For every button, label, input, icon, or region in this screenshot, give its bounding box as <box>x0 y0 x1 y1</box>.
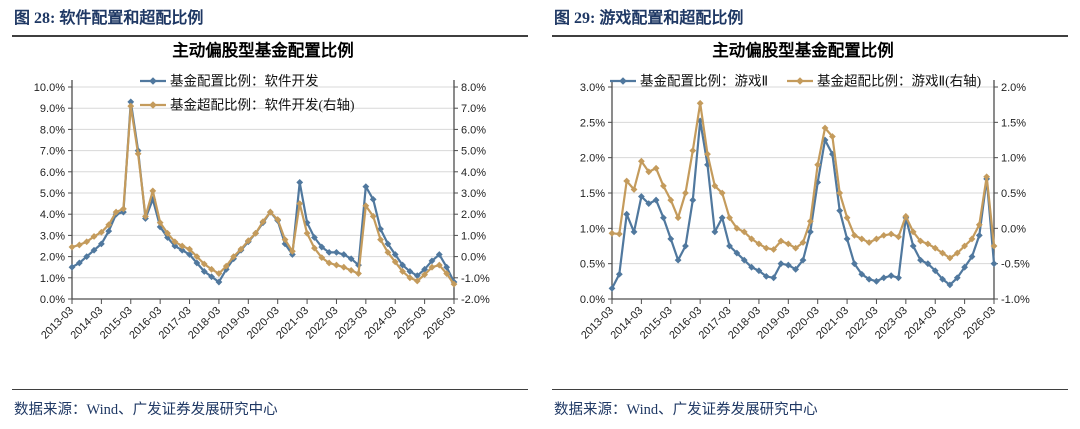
svg-text:10.0%: 10.0% <box>34 82 65 94</box>
svg-text:主动偏股型基金配置比例: 主动偏股型基金配置比例 <box>712 40 894 60</box>
svg-text:7.0%: 7.0% <box>40 146 65 158</box>
svg-text:0.5%: 0.5% <box>1001 188 1026 200</box>
svg-text:2026-03: 2026-03 <box>961 305 998 342</box>
figure-28-source: 数据来源：Wind、广发证券发展研究中心 <box>12 389 528 429</box>
svg-text:基金超配比例：游戏Ⅱ(右轴): 基金超配比例：游戏Ⅱ(右轴) <box>817 73 981 89</box>
figure-29-chart-area: 0.0% -1.0% 0.5% -0.5% 1.0% 0.0% 1.5% 0.5% 2.0% 1.… <box>552 39 1068 377</box>
svg-text:2.0%: 2.0% <box>580 153 605 165</box>
figure-28-title: 图 28: 软件配置和超配比例 <box>12 6 528 37</box>
svg-text:7.0%: 7.0% <box>461 103 486 115</box>
figure-29-source: 数据来源：Wind、广发证券发展研究中心 <box>552 389 1068 429</box>
svg-text:4.0%: 4.0% <box>40 209 65 221</box>
svg-text:2.0%: 2.0% <box>461 209 486 221</box>
svg-text:2.0%: 2.0% <box>1001 82 1026 94</box>
svg-text:0.0%: 0.0% <box>580 294 605 306</box>
svg-text:0.0%: 0.0% <box>1001 223 1026 235</box>
figure-29-chart: 0.0% -1.0% 0.5% -0.5% 1.0% 0.0% 1.5% 0.5% 2.0% 1.… <box>579 40 1030 342</box>
svg-text:-1.0%: -1.0% <box>1001 294 1030 306</box>
svg-text:8.0%: 8.0% <box>40 124 65 136</box>
svg-text:1.0%: 1.0% <box>461 230 486 242</box>
svg-text:0.0%: 0.0% <box>461 252 486 264</box>
figure-28-panel: 图 28: 软件配置和超配比例 0.0% -2.0% 1.0% -1.0% 2.0% 0.… <box>12 6 528 429</box>
svg-text:4.0%: 4.0% <box>461 167 486 179</box>
svg-text:3.0%: 3.0% <box>580 82 605 94</box>
svg-text:9.0%: 9.0% <box>40 103 65 115</box>
svg-text:6.0%: 6.0% <box>461 124 486 136</box>
figure-28-chart-area: 0.0% -2.0% 1.0% -1.0% 2.0% 0.0% 3.0% 1.0% 4.0% 2.… <box>12 39 528 377</box>
svg-text:-1.0%: -1.0% <box>461 273 490 285</box>
svg-text:5.0%: 5.0% <box>461 146 486 158</box>
svg-text:基金配置比例：软件开发: 基金配置比例：软件开发 <box>170 73 319 89</box>
figure-28-chart: 0.0% -2.0% 1.0% -1.0% 2.0% 0.0% 3.0% 1.0% 4.0% 2.… <box>34 40 490 342</box>
figure-29-panel: 图 29: 游戏配置和超配比例 0.0% -1.0% 0.5% -0.5% 1.0% 0.… <box>540 0 1080 429</box>
svg-text:6.0%: 6.0% <box>40 167 65 179</box>
svg-text:2026-03: 2026-03 <box>421 305 458 342</box>
svg-text:1.5%: 1.5% <box>580 188 605 200</box>
svg-text:8.0%: 8.0% <box>461 82 486 94</box>
svg-text:5.0%: 5.0% <box>40 188 65 200</box>
svg-text:0.5%: 0.5% <box>580 259 605 271</box>
svg-text:主动偏股型基金配置比例: 主动偏股型基金配置比例 <box>172 40 354 60</box>
svg-text:-2.0%: -2.0% <box>461 294 490 306</box>
svg-text:1.0%: 1.0% <box>580 223 605 235</box>
svg-text:3.0%: 3.0% <box>40 230 65 242</box>
svg-text:3.0%: 3.0% <box>461 188 486 200</box>
svg-text:基金配置比例：游戏Ⅱ: 基金配置比例：游戏Ⅱ <box>640 73 768 89</box>
svg-text:0.0%: 0.0% <box>40 294 65 306</box>
svg-text:2.0%: 2.0% <box>40 252 65 264</box>
svg-text:基金超配比例：软件开发(右轴): 基金超配比例：软件开发(右轴) <box>170 97 355 113</box>
svg-text:1.0%: 1.0% <box>1001 153 1026 165</box>
figure-29-title: 图 29: 游戏配置和超配比例 <box>552 6 1068 37</box>
svg-text:2.5%: 2.5% <box>580 117 605 129</box>
svg-text:-0.5%: -0.5% <box>1001 259 1030 271</box>
svg-text:1.0%: 1.0% <box>40 273 65 285</box>
svg-text:1.5%: 1.5% <box>1001 117 1026 129</box>
